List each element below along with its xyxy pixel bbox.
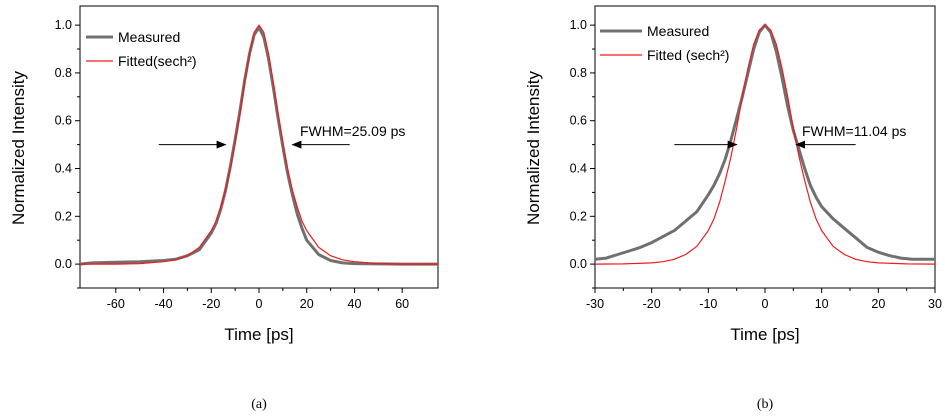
x-axis-ticks: -30 -20 -10 0 10 20 30: [586, 288, 942, 311]
panel-caption-a: (a): [251, 397, 267, 412]
y-axis-ticks: 0.0 0.2 0.4 0.6 0.8 1.0: [570, 18, 595, 289]
y-tick-label: 0.8: [55, 66, 72, 80]
panel-caption-b: (b): [757, 397, 774, 412]
y-axis-title: Normalized Intensity: [9, 71, 28, 226]
y-tick-label: 0.4: [570, 162, 587, 176]
series-line-fitted: [594, 24, 936, 265]
series-layer: [79, 24, 438, 266]
y-tick-label: 0.4: [55, 162, 72, 176]
fwhm-annotation: FWHM=25.09 ps: [300, 123, 405, 139]
y-tick-label: 1.0: [570, 18, 587, 32]
y-axis-ticks: 0.0 0.2 0.4 0.6 0.8 1.0: [55, 18, 80, 289]
legend: Measured Fitted (sech²): [600, 23, 729, 63]
x-tick-label: -20: [643, 297, 661, 311]
plot-frame: [79, 5, 439, 289]
y-tick-label: 0.6: [55, 114, 72, 128]
x-tick-label: 40: [348, 297, 362, 311]
y-tick-label: 0.0: [570, 257, 587, 271]
x-tick-label: -10: [699, 297, 717, 311]
y-axis-title: Normalized Intensity: [524, 71, 543, 226]
y-tick-label: 0.8: [570, 66, 587, 80]
x-axis-title: Time [ps]: [730, 325, 799, 344]
x-axis-ticks: -60 -40 -20 0 20 40 60: [107, 288, 409, 311]
chart-panel-a: -60 -40 -20 0 20 40 60 0.0 0.2 0.4 0.6 0.8 1.0 FWHM…: [9, 5, 439, 412]
x-tick-label: 0: [256, 297, 263, 311]
x-tick-label: 30: [928, 297, 942, 311]
y-tick-label: 0.2: [570, 209, 587, 223]
legend: Measured Fitted(sech²): [86, 29, 197, 69]
y-tick-label: 0.2: [55, 209, 72, 223]
x-tick-label: 20: [871, 297, 885, 311]
legend-label-fitted: Fitted (sech²): [647, 47, 729, 63]
fwhm-annotation: FWHM=11.04 ps: [802, 123, 906, 139]
x-tick-label: -30: [586, 297, 604, 311]
x-tick-label: 10: [815, 297, 829, 311]
legend-label-measured: Measured: [118, 29, 180, 45]
x-tick-label: 20: [300, 297, 314, 311]
y-tick-label: 1.0: [55, 18, 72, 32]
x-tick-label: 0: [762, 297, 769, 311]
x-tick-label: -60: [107, 297, 125, 311]
x-tick-label: 60: [395, 297, 409, 311]
legend-label-measured: Measured: [647, 23, 709, 39]
y-tick-label: 0.6: [570, 114, 587, 128]
x-axis-title: Time [ps]: [224, 325, 293, 344]
series-line-measured: [594, 23, 935, 261]
series-layer: [594, 23, 936, 265]
series-line-fitted: [80, 24, 438, 265]
legend-label-fitted: Fitted(sech²): [118, 53, 197, 69]
x-tick-label: -20: [202, 297, 220, 311]
y-tick-label: 0.0: [55, 257, 72, 271]
chart-panel-b: -30 -20 -10 0 10 20 30 0.0 0.2 0.4 0.6 0.8 1.0 FWHM…: [524, 5, 942, 412]
x-tick-label: -40: [154, 297, 172, 311]
